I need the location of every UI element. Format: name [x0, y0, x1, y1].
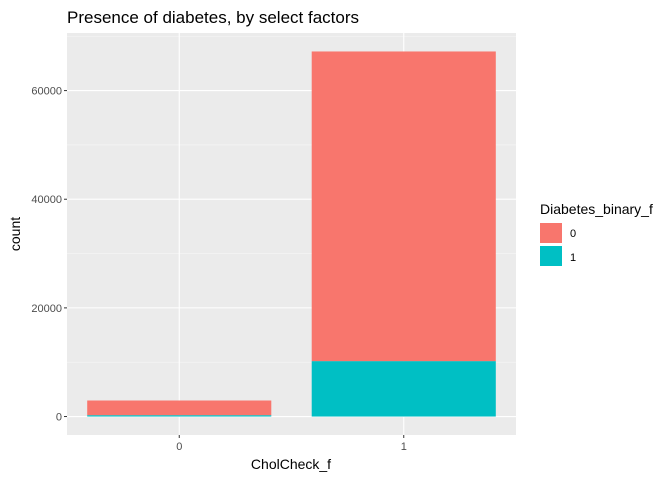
bar-0-series-0: [87, 400, 272, 416]
x-axis-title: CholCheck_f: [251, 456, 331, 472]
chart-title: Presence of diabetes, by select factors: [67, 8, 359, 27]
legend-key-0: [540, 223, 562, 243]
x-tick-label: 1: [401, 441, 407, 453]
legend-label-1: 1: [570, 252, 576, 264]
y-axis-ticks: 0 20000 40000 60000: [31, 86, 67, 424]
legend-title: Diabetes_binary_f: [540, 201, 653, 217]
legend-key-1: [540, 246, 562, 266]
bars: [87, 51, 496, 417]
bar-0-series-1: [87, 415, 272, 417]
bar-1-series-0: [311, 51, 496, 362]
y-tick-label: 20000: [31, 303, 62, 315]
legend-label-0: 0: [570, 228, 576, 240]
y-tick-label: 60000: [31, 86, 62, 98]
y-axis-title: count: [7, 217, 23, 251]
y-tick-label: 0: [56, 412, 62, 424]
bar-1-series-1: [311, 361, 496, 417]
x-tick-label: 0: [176, 441, 182, 453]
y-tick-label: 40000: [31, 194, 62, 206]
legend: Diabetes_binary_f 0 1: [540, 201, 653, 266]
